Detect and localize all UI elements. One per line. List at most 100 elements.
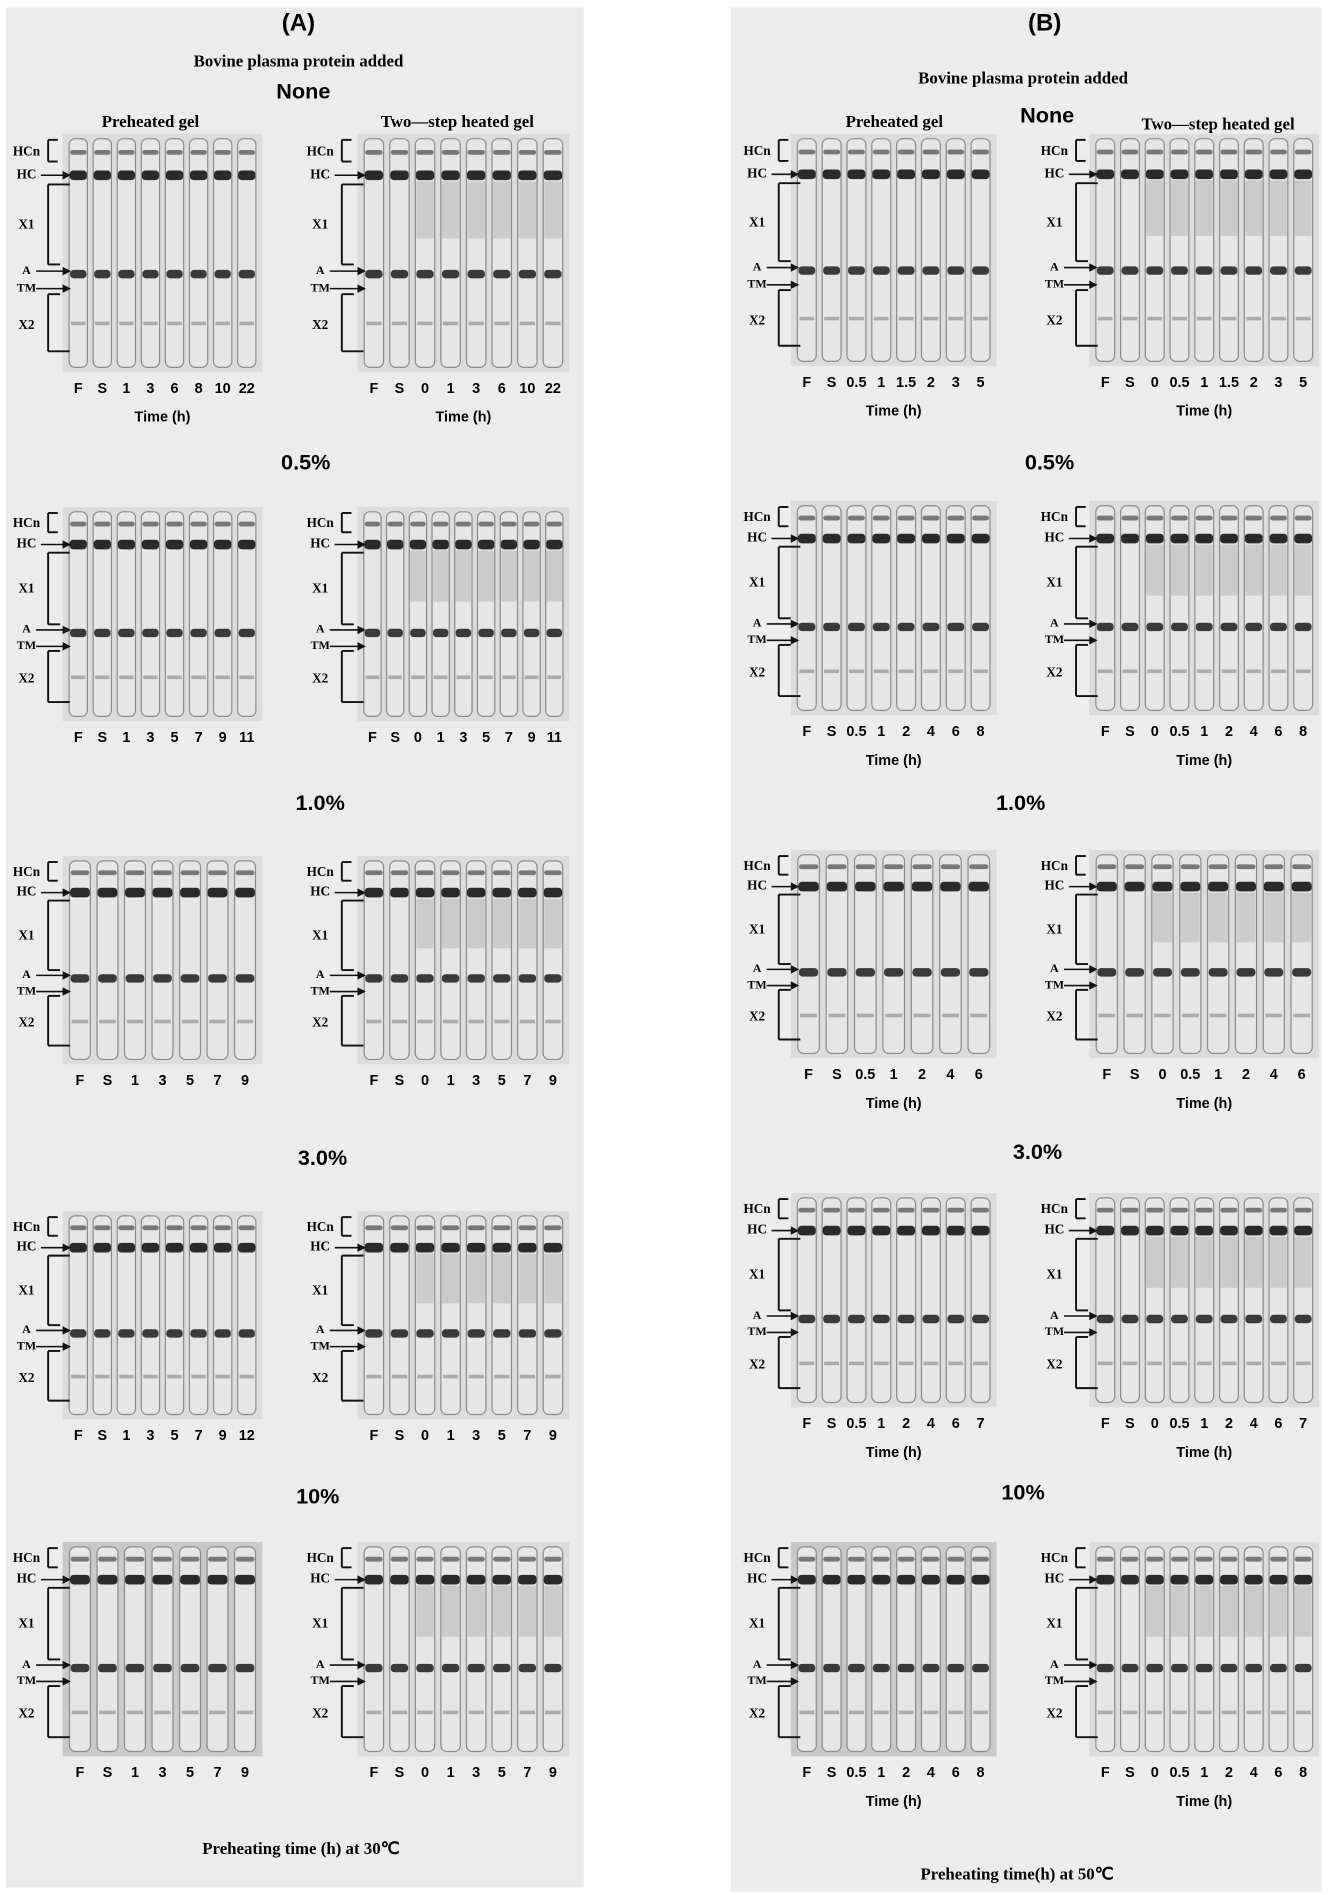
band bbox=[366, 1020, 381, 1024]
band bbox=[828, 1014, 845, 1018]
band bbox=[1237, 864, 1256, 869]
smear bbox=[442, 1254, 459, 1304]
lane-label: 7 bbox=[1299, 1416, 1307, 1432]
lane-label: 3 bbox=[158, 1765, 166, 1781]
smear bbox=[1270, 180, 1287, 236]
band bbox=[544, 1664, 561, 1672]
band bbox=[872, 1226, 890, 1236]
lane-label: F bbox=[1102, 1067, 1111, 1083]
band bbox=[1295, 1208, 1312, 1213]
band bbox=[1097, 1208, 1114, 1213]
band bbox=[519, 1225, 536, 1230]
band bbox=[416, 270, 433, 278]
band bbox=[387, 522, 402, 527]
band bbox=[897, 169, 915, 179]
smear bbox=[1196, 1237, 1213, 1288]
band bbox=[214, 1329, 230, 1337]
band bbox=[416, 870, 433, 875]
band bbox=[948, 317, 963, 321]
band-label: TM bbox=[310, 1338, 329, 1352]
band bbox=[1121, 1226, 1139, 1236]
band bbox=[1221, 1664, 1238, 1672]
band bbox=[973, 1362, 988, 1366]
band bbox=[365, 888, 383, 898]
band bbox=[493, 1329, 510, 1337]
lane-label: F bbox=[369, 381, 378, 397]
band-label: A bbox=[316, 263, 325, 277]
band bbox=[1180, 882, 1200, 892]
band bbox=[493, 870, 510, 875]
band bbox=[1294, 534, 1312, 544]
band bbox=[433, 522, 448, 527]
band bbox=[70, 1575, 90, 1585]
band bbox=[190, 540, 207, 550]
band bbox=[1153, 968, 1172, 976]
band bbox=[467, 974, 484, 982]
lane-label: 4 bbox=[946, 1067, 954, 1083]
lane-label: 6 bbox=[498, 381, 506, 397]
band bbox=[1172, 1362, 1187, 1366]
band bbox=[208, 1664, 227, 1672]
time-label: Time (h) bbox=[1176, 1445, 1232, 1461]
band bbox=[154, 1020, 171, 1024]
band bbox=[545, 322, 560, 326]
lane-label: 12 bbox=[239, 1428, 255, 1444]
band bbox=[520, 1375, 535, 1379]
band-label: X1 bbox=[1046, 921, 1062, 936]
band bbox=[947, 1315, 964, 1323]
band bbox=[848, 150, 865, 155]
lane-label: 2 bbox=[927, 375, 935, 391]
lane-label: S bbox=[395, 1073, 405, 1089]
lane-label: 1 bbox=[122, 1428, 130, 1444]
lane-label: F bbox=[74, 730, 83, 746]
band bbox=[1246, 317, 1261, 321]
lane-label: 6 bbox=[171, 381, 179, 397]
band bbox=[1171, 1575, 1189, 1585]
band bbox=[1245, 169, 1263, 179]
band bbox=[1221, 266, 1238, 274]
band bbox=[365, 974, 382, 982]
band bbox=[873, 1557, 890, 1562]
band bbox=[872, 534, 890, 544]
band bbox=[416, 888, 434, 898]
band bbox=[240, 322, 254, 326]
band bbox=[191, 1375, 205, 1379]
band bbox=[432, 540, 448, 550]
band bbox=[1153, 864, 1172, 869]
band bbox=[1122, 516, 1139, 521]
band bbox=[1147, 1362, 1162, 1366]
band bbox=[897, 534, 915, 544]
band bbox=[947, 534, 965, 544]
band bbox=[1270, 150, 1287, 155]
band bbox=[142, 1329, 158, 1337]
band bbox=[1220, 534, 1238, 544]
band bbox=[98, 888, 118, 898]
band bbox=[1222, 317, 1237, 321]
lane-label: 0 bbox=[421, 1428, 429, 1444]
band bbox=[544, 870, 561, 875]
band bbox=[94, 629, 110, 637]
band-label: HCn bbox=[13, 864, 41, 879]
band bbox=[239, 1329, 255, 1337]
band bbox=[1097, 864, 1116, 869]
lane-label: F bbox=[74, 381, 83, 397]
smear bbox=[1196, 1586, 1213, 1637]
lane-label: S bbox=[1125, 1416, 1135, 1432]
time-label: Time (h) bbox=[135, 410, 191, 426]
band bbox=[182, 1711, 199, 1715]
band bbox=[364, 540, 380, 550]
smear bbox=[467, 1586, 484, 1637]
band bbox=[520, 1020, 535, 1024]
band bbox=[142, 1225, 158, 1230]
lane-label: 3 bbox=[472, 1073, 480, 1089]
band-label: X2 bbox=[18, 1706, 35, 1721]
band bbox=[972, 169, 990, 179]
band bbox=[214, 1243, 231, 1253]
band bbox=[922, 1664, 939, 1672]
band bbox=[912, 882, 932, 892]
lane-label: 3 bbox=[146, 1428, 154, 1444]
band bbox=[236, 870, 255, 875]
band bbox=[1098, 1711, 1113, 1715]
lane-label: S bbox=[1125, 724, 1135, 740]
band-label: TM bbox=[17, 1673, 36, 1687]
